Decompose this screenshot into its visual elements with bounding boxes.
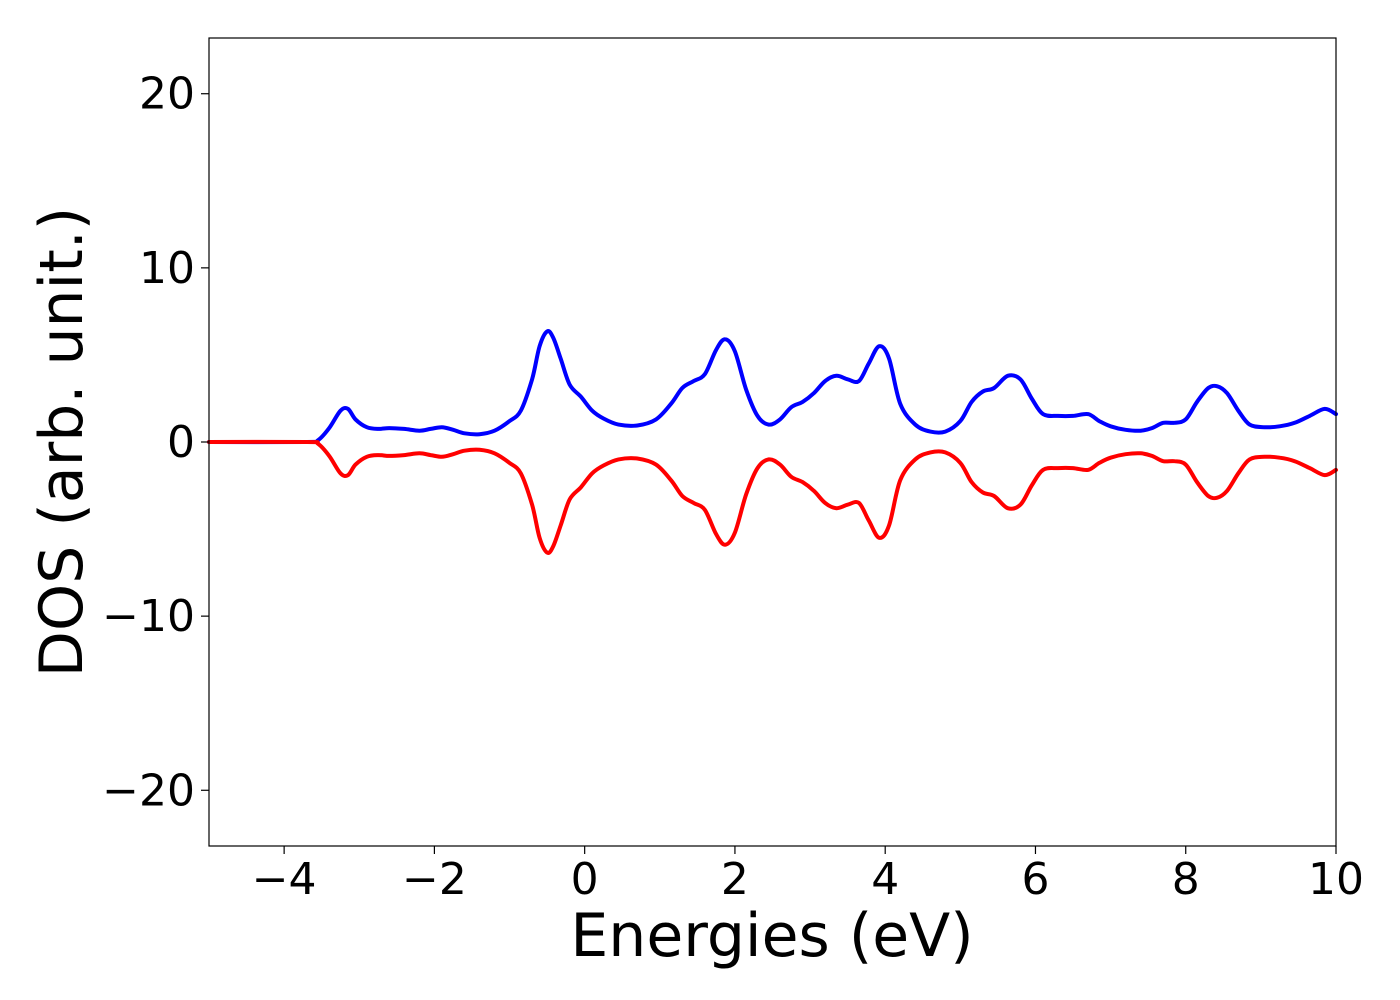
y-tick-label: −20 [102,765,195,816]
x-tick-label: 10 [1308,854,1364,905]
x-tick-label: 0 [571,854,599,905]
x-tick-label: −4 [252,854,317,905]
series-layer [207,329,1338,555]
y-tick-label: 10 [139,243,195,294]
x-tick-label: 4 [871,854,899,905]
y-axis-ticks: −20 −10 0 10 20 [102,69,209,816]
x-tick-label: −2 [402,854,467,905]
series-line-2 [207,439,1338,555]
y-tick-label: 0 [167,417,195,468]
y-tick-label: −10 [102,591,195,642]
x-tick-label: 2 [721,854,749,905]
x-axis-label: Energies (eV) [570,901,973,971]
y-tick-label: 20 [139,69,195,120]
plot-frame [208,37,1337,847]
x-axis-ticks: −4 −2 0 2 4 6 8 10 [252,846,1364,905]
x-tick-label: 8 [1172,854,1200,905]
y-axis-label: DOS (arb. unit.) [27,207,97,677]
x-tick-label: 6 [1021,854,1049,905]
series-line-1 [207,329,1338,445]
